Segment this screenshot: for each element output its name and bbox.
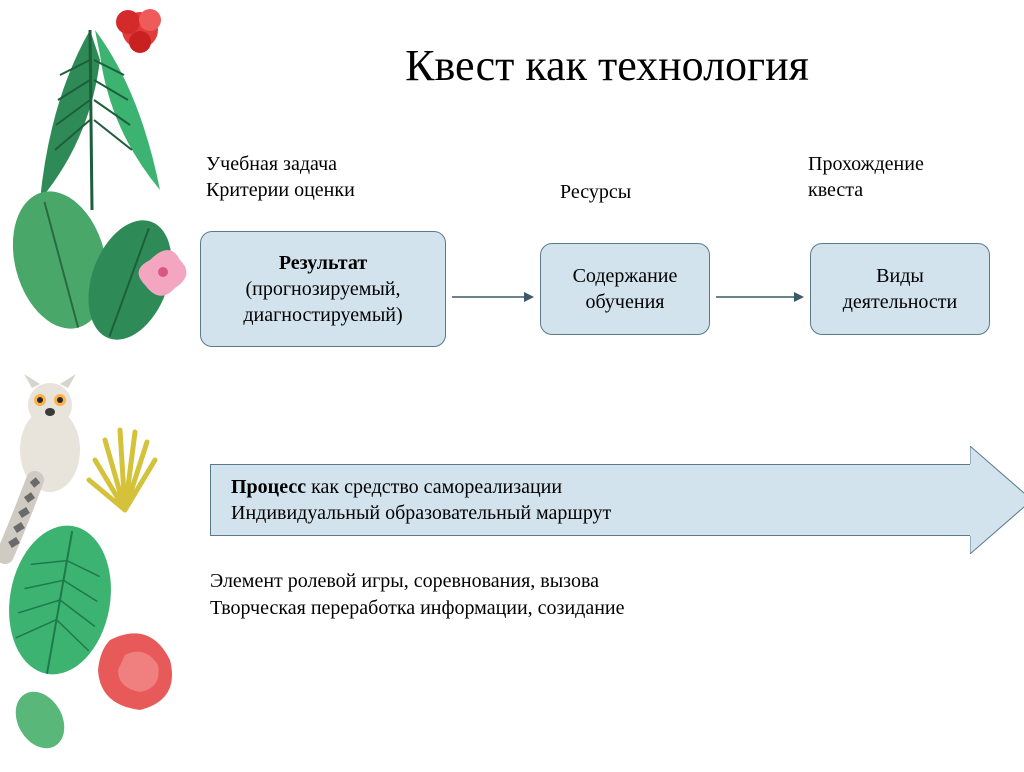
slide-title: Квест как технология [200, 40, 1014, 91]
caption-3-line1: Прохождение [808, 151, 924, 177]
caption-1: Учебная задача Критерии оценки [206, 151, 355, 203]
arrow-1-icon [452, 289, 534, 305]
box-activities-line1: Виды [876, 263, 924, 289]
box-content-line1: Содержание [573, 263, 678, 289]
box-activities: Виды деятельности [810, 243, 990, 335]
caption-3: Прохождение квеста [808, 151, 924, 203]
arrow-2-icon [716, 289, 804, 305]
decorative-sidebar [0, 0, 190, 767]
box-result-line2: (прогнозируемый, [245, 276, 400, 302]
box-result: Результат (прогнозируемый, диагностируем… [200, 231, 446, 347]
process-line1-rest: как средство самореализации [306, 476, 562, 498]
process-line2: Индивидуальный образовательный маршрут [231, 500, 970, 526]
process-line1: Процесс как средство самореализации [231, 474, 970, 500]
caption-3-line2: квеста [808, 177, 924, 203]
footer-line1: Элемент ролевой игры, соревнования, вызо… [210, 568, 1014, 595]
box-row: Результат (прогнозируемый, диагностируем… [200, 231, 1014, 361]
box-content: Содержание обучения [540, 243, 710, 335]
box-activities-line2: деятельности [843, 289, 958, 315]
process-bold: Процесс [231, 476, 306, 498]
footer-text: Элемент ролевой игры, соревнования, вызо… [210, 568, 1014, 622]
caption-1-line1: Учебная задача [206, 151, 355, 177]
footer-line2: Творческая переработка информации, созид… [210, 595, 1014, 622]
process-arrow: Процесс как средство самореализации Инди… [200, 446, 1014, 556]
process-arrow-body: Процесс как средство самореализации Инди… [210, 464, 970, 536]
box-result-line3: диагностируемый) [243, 302, 402, 328]
process-arrow-head-icon [970, 446, 1024, 554]
box-result-bold: Результат [279, 250, 367, 276]
caption-row: Учебная задача Критерии оценки Ресурсы П… [200, 151, 1014, 221]
caption-2: Ресурсы [560, 179, 631, 205]
caption-1-line2: Критерии оценки [206, 177, 355, 203]
slide-content: Квест как технология Учебная задача Крит… [190, 0, 1024, 767]
box-content-line2: обучения [586, 289, 665, 315]
